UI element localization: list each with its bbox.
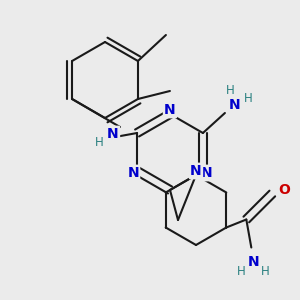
- Text: N: N: [248, 254, 259, 268]
- Text: N: N: [229, 98, 241, 112]
- Text: N: N: [127, 166, 139, 180]
- Text: H: H: [226, 85, 234, 98]
- Text: H: H: [261, 265, 270, 278]
- Text: N: N: [164, 103, 176, 117]
- Text: N: N: [107, 127, 119, 141]
- Text: H: H: [237, 265, 246, 278]
- Text: O: O: [278, 182, 290, 197]
- Text: N: N: [190, 164, 202, 178]
- Text: N: N: [201, 166, 213, 180]
- Text: H: H: [244, 92, 252, 106]
- Text: H: H: [94, 136, 103, 148]
